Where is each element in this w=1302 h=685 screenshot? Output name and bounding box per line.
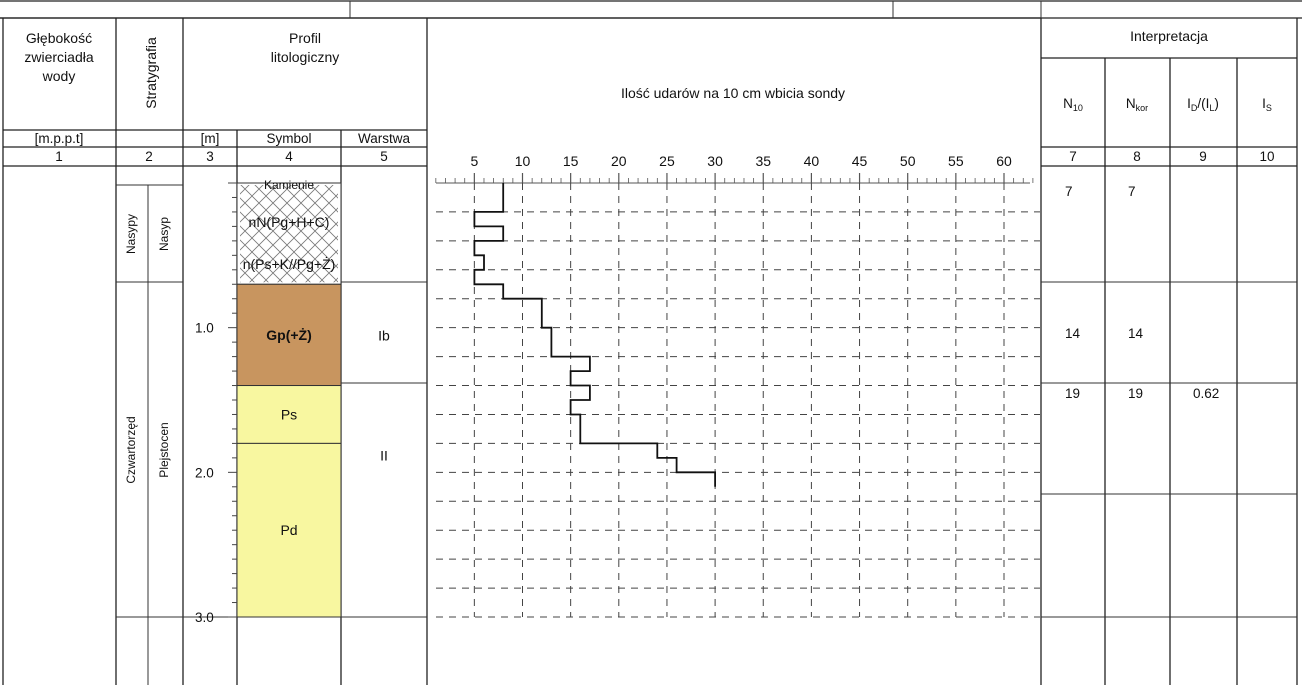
water-depth-title-line-3: wody — [42, 68, 76, 84]
chart-title: Ilość udarów na 10 cm wbicia sondy — [621, 85, 845, 101]
interp-n10-value: 7 — [1065, 184, 1073, 199]
water-depth-title-line-2: zwierciadła — [24, 49, 93, 65]
interp-id-value: 0.62 — [1193, 386, 1219, 401]
col-number-8: 8 — [1133, 149, 1141, 164]
x-tick-label: 10 — [515, 153, 531, 169]
blow-count-step-line — [473, 183, 716, 487]
col-number-7: 7 — [1069, 149, 1077, 164]
lithology-symbol-text: Pd — [280, 522, 297, 538]
col-number-1: 1 — [55, 149, 63, 164]
col-number-10: 10 — [1259, 149, 1274, 164]
lithology-symbol-text: Ps — [281, 406, 297, 422]
col-number-3: 3 — [206, 149, 214, 164]
interpretation-title: Interpretacja — [1130, 28, 1208, 44]
interp-nkor-value: 14 — [1128, 326, 1144, 341]
layer-column: Ib II — [378, 327, 390, 463]
nkor-header: Nkor — [1126, 96, 1148, 113]
x-tick-label: 40 — [804, 153, 820, 169]
lithology-symbol-text: Gp(+Ż) — [266, 327, 312, 343]
lithology-symbol-text: Kamienie — [264, 178, 314, 192]
lithology-symbol-text: nN(Pg+H+C) — [249, 214, 330, 230]
layer-label: Ib — [378, 327, 390, 343]
x-tick-label: 60 — [996, 153, 1012, 169]
lithology-column: Kamienie nN(Pg+H+C) n(Ps+K//Pg+Ż) Gp(+Ż) Ps P… — [236, 178, 342, 618]
water-depth-title-line-1: Głębokość — [26, 30, 92, 46]
lithology-layer — [236, 283, 342, 387]
depth-scale: 1.0 2.0 3.0 — [195, 182, 237, 625]
x-tick-label: 5 — [470, 153, 478, 169]
depth-tick-label: 3.0 — [195, 610, 214, 625]
lithology-layer — [236, 442, 342, 618]
interp-nkor-value: 7 — [1128, 184, 1136, 199]
col-number-4: 4 — [285, 149, 293, 164]
strat-upper-series: Nasyp — [157, 217, 171, 251]
col-number-5: 5 — [380, 149, 388, 164]
x-tick-label: 35 — [755, 153, 771, 169]
probe-chart: 5 10 15 20 25 30 35 40 45 50 55 60 — [435, 153, 1040, 618]
strat-lower-series: Plejstocen — [157, 422, 171, 477]
x-tick-label: 45 — [852, 153, 868, 169]
stratigraphy-title: Stratygrafia — [143, 37, 159, 109]
profile-title-line-1: Profil — [289, 30, 321, 46]
crosshatch-fill — [240, 185, 338, 283]
id-il-header: ID/(IL) — [1187, 96, 1219, 113]
x-tick-label: 20 — [611, 153, 627, 169]
symbol-label: Symbol — [266, 131, 311, 146]
unit-m: [m] — [201, 131, 220, 146]
x-tick-label: 15 — [563, 153, 579, 169]
depth-tick-label: 1.0 — [195, 321, 214, 336]
x-tick-label: 55 — [948, 153, 964, 169]
stratigraphy: Nasypy Nasyp Czwartorzęd Plejstocen — [124, 214, 171, 484]
interp-n10-value: 14 — [1065, 326, 1081, 341]
is-header: IS — [1262, 96, 1272, 113]
unit-mppt: [m.p.p.t] — [35, 131, 84, 146]
interp-n10-value: 19 — [1065, 386, 1080, 401]
layer-label: II — [380, 448, 388, 464]
header: Głębokość zwierciadła wody Stratygrafia … — [24, 28, 1274, 164]
strat-lower-system: Czwartorzęd — [124, 416, 138, 483]
col-number-9: 9 — [1199, 149, 1207, 164]
col-number-2: 2 — [145, 149, 153, 164]
depth-tick-label: 2.0 — [195, 465, 214, 480]
n10-header: N10 — [1063, 96, 1083, 113]
lithology-layer — [236, 385, 342, 444]
x-tick-label: 25 — [659, 153, 675, 169]
strat-upper-system: Nasypy — [124, 214, 138, 254]
x-tick-label: 30 — [707, 153, 723, 169]
layer-label: Warstwa — [358, 131, 410, 146]
interp-nkor-value: 19 — [1128, 386, 1143, 401]
interpretation-values: 7 7 14 14 19 19 0.62 — [1065, 184, 1219, 401]
profile-title-line-2: litologiczny — [271, 49, 339, 65]
lithology-symbol-text: n(Ps+K//Pg+Ż) — [243, 255, 336, 272]
x-tick-label: 50 — [900, 153, 916, 169]
